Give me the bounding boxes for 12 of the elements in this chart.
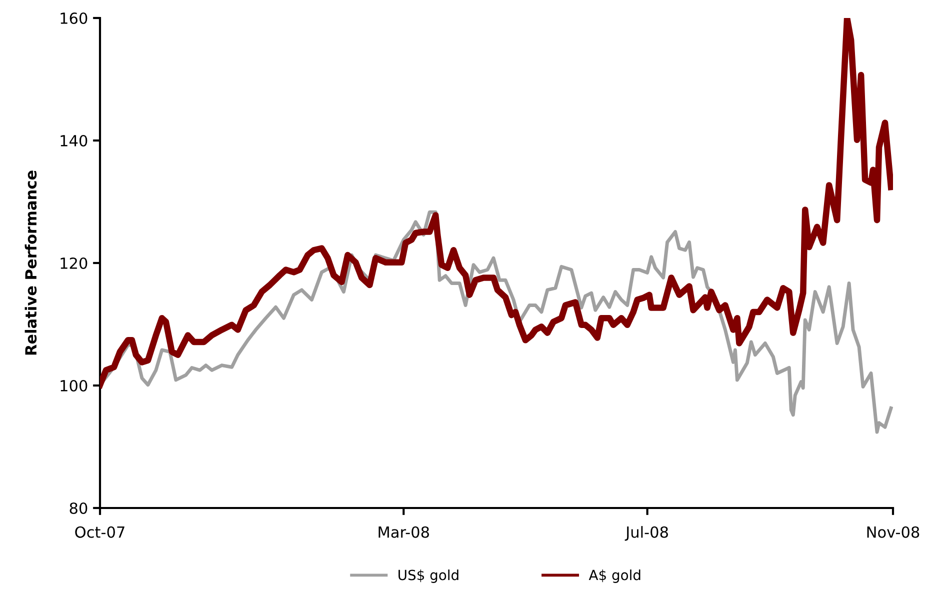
y-axis-title: Relative Performance [24,170,37,355]
y-tick-label: 100 [60,380,88,392]
y-tick-label: 160 [60,12,88,24]
x-tick-label: Nov-08 [867,526,920,538]
x-tick-label: Oct-07 [75,526,124,538]
y-tick-label: 120 [60,257,88,270]
y-tick-label: 140 [60,134,88,147]
legend-label: A$ gold [588,570,640,583]
x-tick-label: Mar-08 [378,526,429,538]
x-tick-label: Jul-08 [624,526,668,541]
legend-label: US$ gold [398,570,458,583]
y-tick-label: 80 [70,502,88,514]
